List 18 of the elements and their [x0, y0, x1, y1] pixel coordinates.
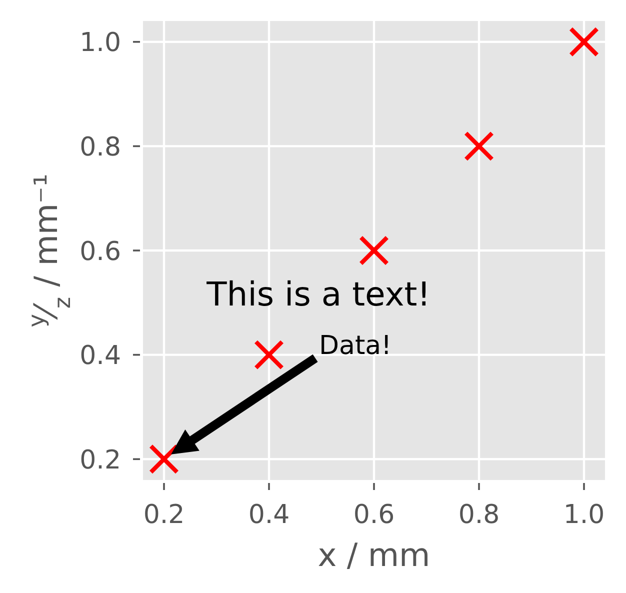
annotation: Data!	[319, 331, 392, 362]
point	[148, 444, 180, 474]
x-tick-label: 0.4	[248, 500, 290, 530]
x-tick-label: 1.0	[563, 500, 605, 530]
x-tick-label: 0.6	[353, 500, 395, 530]
y-tick-label: 0.4	[80, 341, 121, 372]
y-tick-label: 0.8	[80, 132, 121, 163]
y-tick-label: 1.0	[80, 28, 121, 58]
y-tick-label: 0.6	[80, 236, 121, 267]
point	[254, 340, 284, 370]
point	[464, 131, 494, 162]
x-tick-label: 0.2	[143, 500, 185, 530]
point	[568, 26, 600, 57]
x-tick-label: 0.8	[458, 500, 500, 530]
point	[358, 235, 390, 266]
annotation: This is a text!	[206, 274, 430, 314]
y-tick-label: 0.2	[80, 445, 121, 476]
x-axis-title: x / mm	[318, 536, 430, 574]
